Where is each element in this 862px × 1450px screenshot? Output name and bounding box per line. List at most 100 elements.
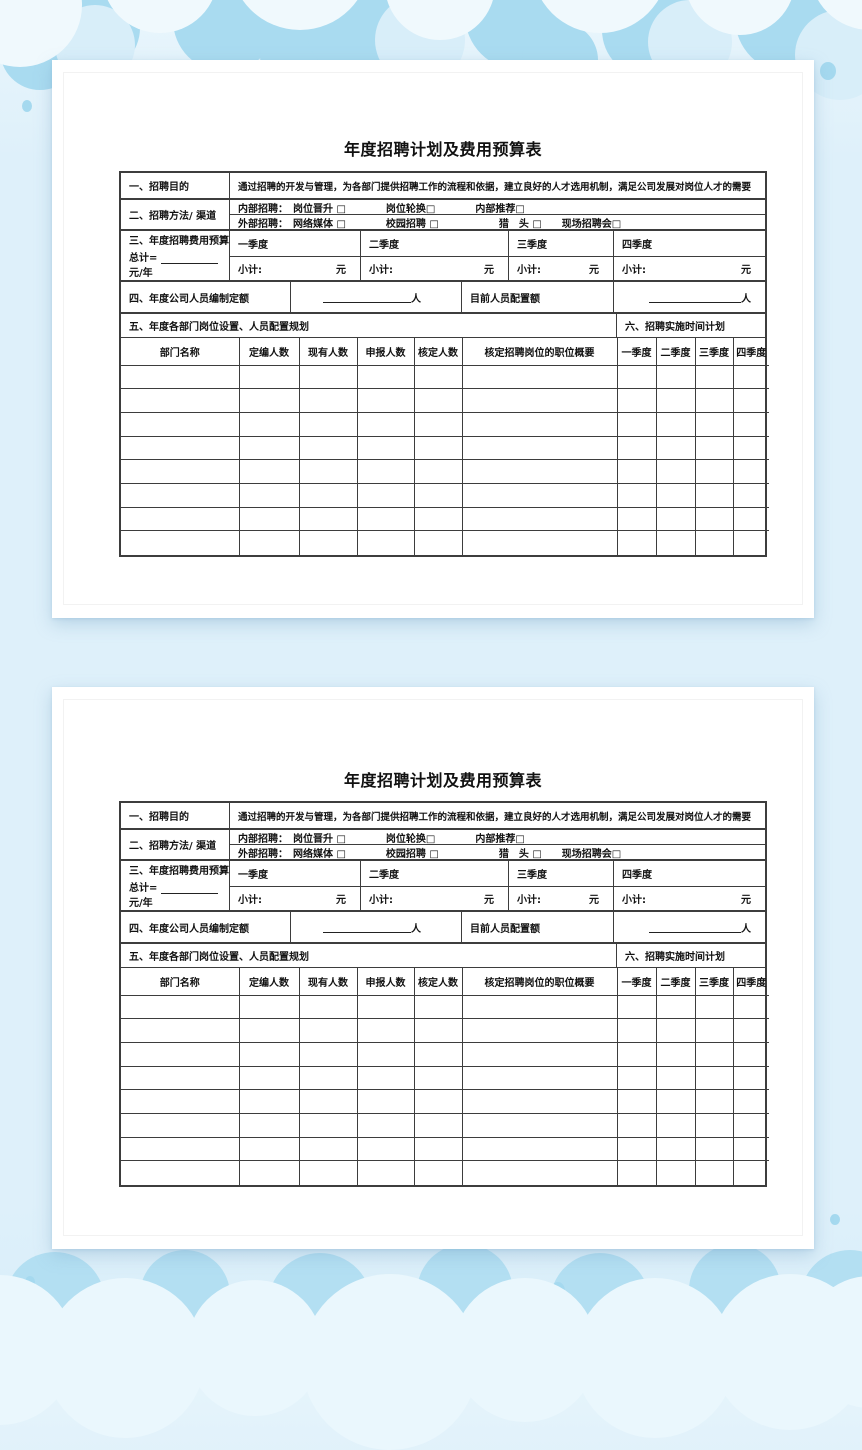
grid-empty-cell bbox=[357, 507, 415, 532]
grid-empty-cell bbox=[121, 507, 240, 532]
quarter4-header: 四季度 bbox=[614, 231, 765, 257]
page-inner-border bbox=[63, 699, 803, 1236]
droplet-icon bbox=[830, 1214, 840, 1225]
grid-empty-row bbox=[121, 1066, 769, 1091]
quarter2-header: 二季度 bbox=[361, 861, 508, 887]
grid-empty-cell bbox=[239, 388, 300, 413]
grid-empty-row bbox=[121, 1089, 769, 1114]
section3-label: 三、年度招聘费用预算 bbox=[129, 236, 229, 248]
grid-header-job-summary: 核定招聘岗位的职位概要 bbox=[462, 338, 618, 366]
subtotal-label: 小计: bbox=[369, 265, 393, 276]
grid-empty-cell bbox=[414, 1137, 463, 1162]
grid-empty-cell bbox=[357, 388, 415, 413]
grid-empty-cell bbox=[617, 1089, 657, 1114]
external-recruiting-options: 外部招聘： 网络媒体 □ 校园招聘 □ 猎 头 □ 现场招聘会□ bbox=[238, 219, 622, 230]
grid-empty-cell bbox=[357, 459, 415, 484]
quarter3-subtotal: 小计: 元 bbox=[509, 257, 613, 280]
grid-empty-cell bbox=[121, 1066, 240, 1091]
grid-empty-cell bbox=[299, 530, 358, 555]
grid-empty-cell bbox=[357, 1018, 415, 1043]
grid-empty-cell bbox=[299, 1137, 358, 1162]
quarter3-column: 三季度 小计: 元 bbox=[509, 231, 614, 280]
grid-empty-cell bbox=[617, 1160, 657, 1185]
grid-header-q4: 四季度 bbox=[733, 968, 769, 996]
grid-empty-row bbox=[121, 1018, 769, 1043]
quarter1-subtotal: 小计: 元 bbox=[230, 887, 360, 910]
grid-header-existing: 现有人数 bbox=[299, 338, 358, 366]
total-prefix: 总计= bbox=[129, 252, 158, 264]
department-plan-grid: 部门名称 定编人数 现有人数 申报人数 核定人数 核定招聘岗位的职位概要 一季度… bbox=[121, 338, 769, 555]
recruitment-form-table: 一、招聘目的 通过招聘的开发与管理，为各部门提供招聘工作的流程和依据，建立良好的… bbox=[119, 171, 769, 557]
quarter2-column: 二季度 小计: 元 bbox=[361, 231, 509, 280]
grid-empty-cell bbox=[462, 436, 618, 461]
grid-empty-cell bbox=[695, 388, 734, 413]
quarter1-column: 一季度 小计: 元 bbox=[230, 861, 361, 910]
grid-empty-cell bbox=[299, 459, 358, 484]
grid-empty-cell bbox=[239, 507, 300, 532]
page-title: 年度招聘计划及费用预算表 bbox=[343, 140, 542, 159]
grid-empty-cell bbox=[695, 365, 734, 390]
quarter3-header: 三季度 bbox=[509, 231, 613, 257]
grid-empty-cell bbox=[695, 1160, 734, 1185]
grid-empty-cell bbox=[299, 388, 358, 413]
grid-empty-cell bbox=[733, 507, 769, 532]
grid-empty-cell bbox=[121, 459, 240, 484]
grid-empty-cell bbox=[414, 1160, 463, 1185]
section1-label: 一、招聘目的 bbox=[121, 173, 230, 198]
grid-empty-cell bbox=[121, 1089, 240, 1114]
total-prefix: 总计= bbox=[129, 882, 158, 894]
grid-empty-cell bbox=[617, 483, 657, 508]
grid-empty-row bbox=[121, 1042, 769, 1067]
headcount-blank-line bbox=[323, 921, 411, 933]
total-blank-line bbox=[160, 882, 218, 894]
grid-empty-cell bbox=[733, 1066, 769, 1091]
grid-empty-cell bbox=[239, 1113, 300, 1138]
grid-header-q2: 二季度 bbox=[656, 338, 696, 366]
grid-empty-cell bbox=[357, 1042, 415, 1067]
grid-empty-cell bbox=[733, 459, 769, 484]
section6-title: 六、招聘实施时间计划 bbox=[625, 322, 725, 333]
grid-header-q1: 一季度 bbox=[617, 968, 657, 996]
grid-empty-cell bbox=[299, 995, 358, 1020]
grid-empty-cell bbox=[239, 1042, 300, 1067]
yuan-unit: 元 bbox=[741, 265, 751, 276]
subtotal-label: 小计: bbox=[238, 265, 262, 276]
grid-empty-cell bbox=[239, 530, 300, 555]
grid-empty-cell bbox=[239, 1066, 300, 1091]
grid-empty-cell bbox=[357, 1160, 415, 1185]
grid-empty-cell bbox=[462, 1042, 618, 1067]
quarter4-column: 四季度 小计: 元 bbox=[614, 231, 765, 280]
headcount-quota-cell: 人 bbox=[291, 912, 462, 942]
grid-empty-cell bbox=[656, 1042, 696, 1067]
subtotal-label: 小计: bbox=[369, 895, 393, 906]
grid-empty-cell bbox=[414, 530, 463, 555]
internal-recruiting-options: 内部招聘： 岗位晋升 □ 岗位轮换□ 内部推荐□ bbox=[230, 830, 765, 845]
grid-empty-cell bbox=[414, 388, 463, 413]
grid-empty-cell bbox=[695, 530, 734, 555]
grid-empty-cell bbox=[357, 1066, 415, 1091]
grid-empty-cell bbox=[656, 1137, 696, 1162]
section5-title: 五、年度各部门岗位设置、人员配置规划 bbox=[121, 944, 617, 967]
grid-empty-cell bbox=[733, 483, 769, 508]
grid-empty-cell bbox=[299, 412, 358, 437]
grid-empty-cell bbox=[695, 1042, 734, 1067]
grid-header-q2: 二季度 bbox=[656, 968, 696, 996]
grid-empty-cell bbox=[462, 1137, 618, 1162]
yuan-unit: 元 bbox=[589, 895, 599, 906]
grid-empty-cell bbox=[656, 436, 696, 461]
grid-empty-row bbox=[121, 995, 769, 1020]
section1-content: 通过招聘的开发与管理，为各部门提供招聘工作的流程和依据，建立良好的人才选用机制，… bbox=[238, 181, 752, 193]
quarter1-subtotal: 小计: 元 bbox=[230, 257, 360, 280]
quarter1-column: 一季度 小计: 元 bbox=[230, 231, 361, 280]
grid-empty-cell bbox=[656, 1113, 696, 1138]
section3-label: 三、年度招聘费用预算 bbox=[129, 866, 229, 878]
grid-empty-cell bbox=[121, 1137, 240, 1162]
grid-empty-cell bbox=[357, 1089, 415, 1114]
grid-empty-cell bbox=[462, 995, 618, 1020]
grid-empty-cell bbox=[239, 483, 300, 508]
grid-empty-cell bbox=[462, 507, 618, 532]
grid-empty-row bbox=[121, 1160, 769, 1185]
yuan-unit: 元 bbox=[336, 895, 346, 906]
grid-empty-cell bbox=[299, 1018, 358, 1043]
grid-empty-cell bbox=[239, 995, 300, 1020]
